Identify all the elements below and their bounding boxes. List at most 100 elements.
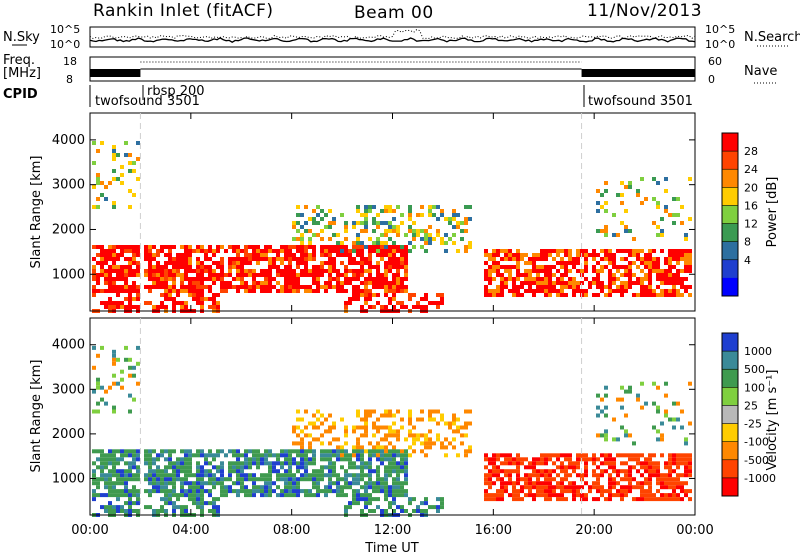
power-cell [212,301,216,305]
velocity-cell [136,497,140,502]
power-cell [560,257,564,261]
power-cell [680,285,684,289]
velocity-cell [136,501,140,506]
power-cell [384,205,388,209]
velocity-cell [308,449,312,454]
velocity-cell [104,473,108,478]
power-cell [204,265,208,269]
velocity-cell [116,469,120,474]
velocity-cell [572,465,576,470]
velocity-cell [304,409,308,414]
velocity-cell [356,481,360,486]
velocity-cell [524,481,528,486]
power-cell [632,237,636,241]
velocity-cell [504,481,508,486]
power-cell [308,285,312,289]
velocity-cell [172,481,176,486]
velocity-cell [640,485,644,490]
power-cell [232,265,236,269]
power-cell [668,257,672,261]
velocity-cell [628,433,632,438]
power-cell [572,257,576,261]
velocity-cell [372,453,376,458]
velocity-cell [232,481,236,486]
power-cell [336,285,340,289]
velocity-cell [448,421,452,426]
power-cell [268,245,272,249]
power-cell [172,277,176,281]
velocity-cell [416,433,420,438]
velocity-cell [376,477,380,482]
colorbar-swatch [722,477,738,497]
noise-left-tick-top: 10^5 [50,23,80,36]
power-cell [440,213,444,217]
velocity-cell [380,425,384,430]
power-cell [392,265,396,269]
velocity-cell [256,461,260,466]
power-cell [156,261,160,265]
velocity-cell [112,357,116,362]
power-cell [436,293,440,297]
velocity-cell [376,505,380,510]
velocity-cell [408,413,412,418]
velocity-cell [136,509,140,513]
power-cell [208,273,212,277]
power-cell [268,277,272,281]
velocity-cell [232,465,236,470]
velocity-cell [560,489,564,494]
power-cell [328,237,332,241]
power-cell [648,273,652,277]
velocity-cell [584,465,588,470]
velocity-cell [328,469,332,474]
power-cell [112,257,116,261]
velocity-cell [136,381,140,386]
power-cell [344,277,348,281]
power-cell [220,285,224,289]
colorbar-swatch [722,187,738,206]
velocity-cell [304,425,308,430]
power-cell [532,281,536,285]
velocity-cell [332,461,336,466]
velocity-cell [548,497,552,502]
velocity-cell [108,505,112,510]
power-cell [500,293,504,297]
velocity-cell [416,437,420,442]
power-cell [680,281,684,285]
velocity-cell [344,505,348,510]
velocity-cell [352,489,356,494]
velocity-cell [228,449,232,454]
power-cell [624,289,628,293]
velocity-cell [612,457,616,462]
velocity-cell [208,469,212,474]
power-cell [632,293,636,297]
velocity-cell [100,469,104,474]
velocity-cell [368,477,372,482]
velocity-cell [620,453,624,458]
velocity-cell [116,505,120,510]
velocity-cell [116,461,120,466]
velocity-cell [568,473,572,478]
velocity-cell [488,481,492,486]
velocity-cell [264,489,268,494]
velocity-cell [648,481,652,486]
velocity-cell [360,485,364,490]
velocity-cell [392,445,396,450]
power-cell [496,285,500,289]
velocity-cell [304,457,308,462]
power-cell [440,241,444,245]
power-cell [176,253,180,257]
power-cell [464,217,468,221]
power-cell [112,265,116,269]
velocity-cell [136,477,140,482]
velocity-cell [224,453,228,458]
power-cell [296,245,300,249]
velocity-cell [92,473,96,478]
velocity-cell [152,469,156,474]
power-cell [188,293,192,297]
velocity-cell [396,493,400,498]
velocity-cell [92,461,96,466]
velocity-cell [612,485,616,490]
power-cell [396,301,400,305]
power-cell [288,261,292,265]
power-cell [532,269,536,273]
